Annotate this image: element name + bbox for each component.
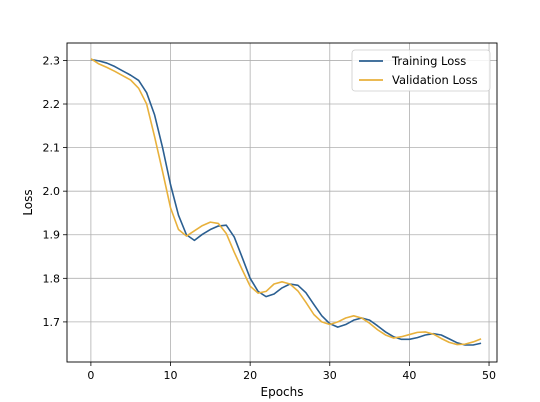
legend: Training Loss Validation Loss — [351, 49, 491, 92]
y-tick-label: 2.2 — [43, 98, 61, 111]
plot-frame — [66, 42, 498, 363]
y-tick-label: 2.3 — [43, 54, 61, 67]
legend-label-validation-loss: Validation Loss — [392, 73, 478, 87]
x-tick-label: 30 — [323, 369, 337, 382]
training-loss-line — [90, 58, 482, 346]
y-tick-label: 1.8 — [43, 272, 61, 285]
legend-label-training-loss: Training Loss — [391, 54, 466, 68]
x-axis-label: Epochs — [261, 385, 304, 399]
x-tick-label: 0 — [87, 369, 94, 382]
grid-lines — [67, 43, 497, 362]
x-tick-label: 40 — [402, 369, 416, 382]
series-lines — [90, 58, 482, 346]
y-tick-label: 2.0 — [43, 185, 61, 198]
legend-box — [351, 49, 491, 92]
y-axis-ticks: 1.7 1.8 1.9 2.0 2.1 2.2 2.3 — [43, 54, 67, 329]
x-tick-label: 20 — [243, 369, 257, 382]
y-tick-label: 1.9 — [43, 229, 61, 242]
x-axis-ticks: 0 10 20 30 40 50 — [87, 362, 496, 382]
y-tick-label: 2.1 — [43, 142, 61, 155]
y-axis-label: Loss — [21, 189, 35, 215]
x-tick-label: 50 — [482, 369, 496, 382]
y-tick-label: 1.7 — [43, 316, 61, 329]
x-tick-label: 10 — [164, 369, 178, 382]
validation-loss-line — [90, 58, 482, 346]
